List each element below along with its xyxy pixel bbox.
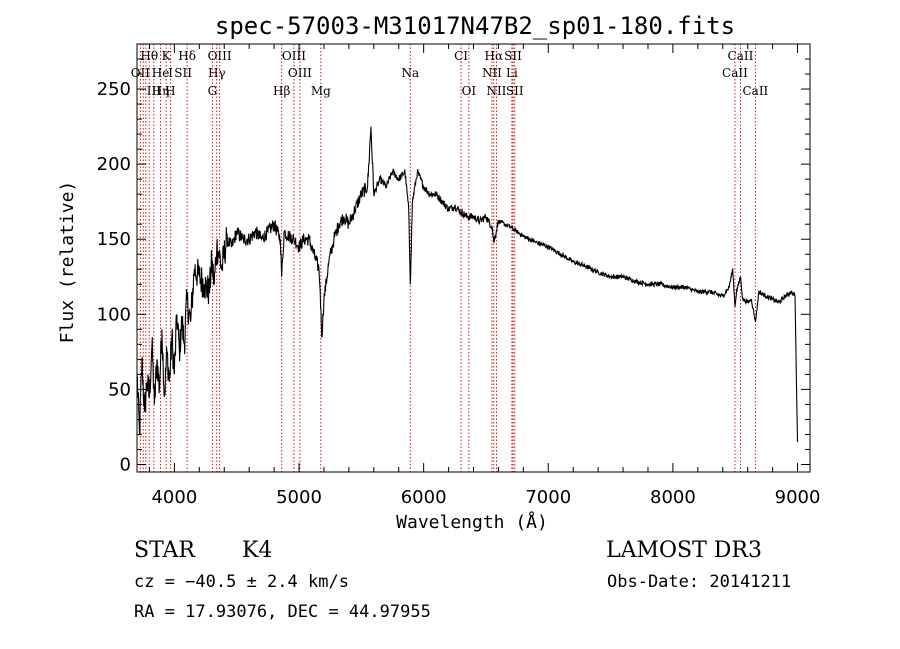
plot-frame xyxy=(136,43,811,473)
marker-label: NII xyxy=(482,66,502,80)
marker-label: CaII xyxy=(722,66,748,80)
marker-label: Hδ xyxy=(178,49,196,63)
y-tick-label: 200 xyxy=(97,154,131,175)
x-axis-ticks: 4000 5000 6000 7000 8000 9000 xyxy=(148,44,821,508)
marker-label: OIII xyxy=(282,49,306,63)
marker-label: CI xyxy=(454,49,468,63)
obs-date: Obs-Date: 20141211 xyxy=(607,572,792,592)
marker-label: Mg xyxy=(311,84,331,98)
marker-label: He xyxy=(152,66,170,80)
x-tick-label: 4000 xyxy=(151,487,197,508)
marker-label: G xyxy=(208,84,218,98)
marker-label: Hβ xyxy=(273,84,290,98)
marker-label: H xyxy=(165,84,175,98)
x-tick-label: 7000 xyxy=(525,487,571,508)
marker-label: I xyxy=(168,66,173,80)
marker-label: Li xyxy=(506,66,518,80)
marker-label: CaII xyxy=(728,49,754,63)
y-tick-label: 150 xyxy=(97,229,131,250)
marker-label: Hθ xyxy=(140,49,158,63)
marker-label: SII xyxy=(504,49,522,63)
flux-series-line xyxy=(136,126,799,443)
marker-label: Na xyxy=(401,66,419,80)
x-tick-label: 8000 xyxy=(650,487,696,508)
marker-label: Hη xyxy=(152,84,170,98)
marker-label: Hα xyxy=(485,49,504,63)
marker-label: OI xyxy=(462,84,477,98)
chart-title: spec-57003-M31017N47B2_sp01-180.fits xyxy=(215,12,735,40)
y-axis-ticks: 0 50 100 150 200 250 xyxy=(97,58,810,475)
y-tick-label: 250 xyxy=(97,79,131,100)
y-tick-label: 100 xyxy=(97,304,131,325)
marker-label: NII xyxy=(486,84,506,98)
marker-label: CaII xyxy=(742,84,768,98)
marker-label: SII xyxy=(174,66,192,80)
y-tick-label: 50 xyxy=(108,379,131,400)
marker-label: Hγ xyxy=(208,66,226,80)
spectral-line-markers xyxy=(139,44,756,472)
x-tick-label: 6000 xyxy=(401,487,447,508)
object-subclass: K4 xyxy=(242,538,273,563)
marker-label: III xyxy=(147,84,161,98)
redshift-info: cz = −40.5 ± 2.4 km/s xyxy=(134,572,349,592)
marker-label: OIII xyxy=(208,49,232,63)
marker-label: SII xyxy=(506,84,524,98)
marker-label: OII xyxy=(131,66,151,80)
x-tick-label: 9000 xyxy=(775,487,821,508)
survey-name: LAMOST DR3 xyxy=(606,538,762,563)
y-axis-label: Flux (relative) xyxy=(57,181,78,344)
x-tick-label: 5000 xyxy=(276,487,322,508)
x-axis-label: Wavelength (Å) xyxy=(396,511,548,533)
y-tick-label: 0 xyxy=(120,454,131,475)
coordinates: RA = 17.93076, DEC = 44.97955 xyxy=(134,602,431,622)
object-class: STAR xyxy=(134,538,195,563)
marker-label: K xyxy=(162,49,172,63)
marker-label: OIII xyxy=(288,66,312,80)
